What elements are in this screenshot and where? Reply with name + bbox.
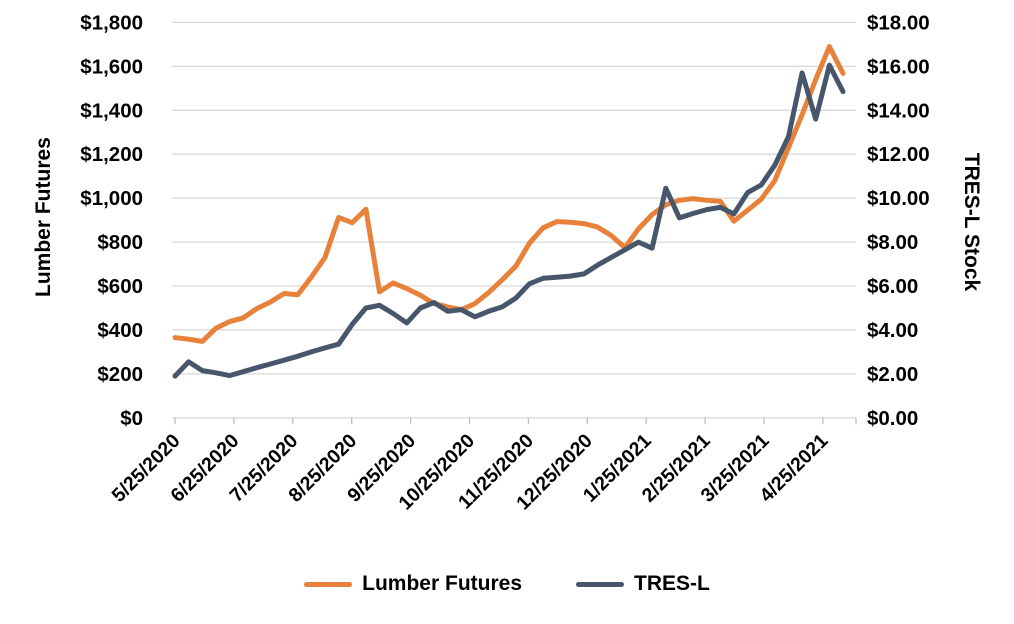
legend: Lumber Futures TRES-L [0,572,1014,596]
left-axis-tick-label: $1,200 [80,143,143,166]
left-axis-tick-label: $1,600 [80,55,143,78]
left-axis-title: Lumber Futures [32,137,55,297]
left-axis-tick-label: $200 [97,363,143,386]
left-axis-tick-label: $1,400 [80,99,143,122]
left-axis-tick-label: $1,800 [80,11,143,34]
lumber-futures-line [172,44,846,344]
right-axis-tick-label: $4.00 [867,319,918,342]
left-axis-tick-label: $0 [120,407,143,430]
left-axis-tick-label: $600 [97,275,143,298]
right-axis-tick-label: $2.00 [867,363,918,386]
legend-swatch-tresl-icon [576,581,625,587]
right-axis-tick-label: $8.00 [867,231,918,254]
left-axis-tick-label: $800 [97,231,143,254]
right-axis-tick-label: $12.00 [867,143,930,166]
left-axis-tick-label: $1,000 [80,187,143,210]
legend-swatch-lumber-icon [304,581,353,587]
legend-label-tresl: TRES-L [634,572,710,595]
legend-label-lumber: Lumber Futures [362,572,523,595]
right-axis-tick-label: $10.00 [867,187,930,210]
legend-item-lumber: Lumber Futures [304,572,522,596]
left-axis-tick-label: $400 [97,319,143,342]
right-axis-title: TRES-L Stock [960,152,983,292]
right-axis-tick-label: $14.00 [867,99,930,122]
plot-area: $1,800 $1,600 $1,400 $1,200 $1,000 $800 $600 $4… [80,11,930,514]
legend-item-tresl: TRES-L [576,572,710,596]
tres-l-line [172,62,846,379]
right-axis-tick-label: $16.00 [867,55,930,78]
right-axis-tick-label: $0.00 [867,407,918,430]
right-axis-tick-label: $6.00 [867,275,918,298]
right-axis-tick-label: $18.00 [867,11,930,34]
